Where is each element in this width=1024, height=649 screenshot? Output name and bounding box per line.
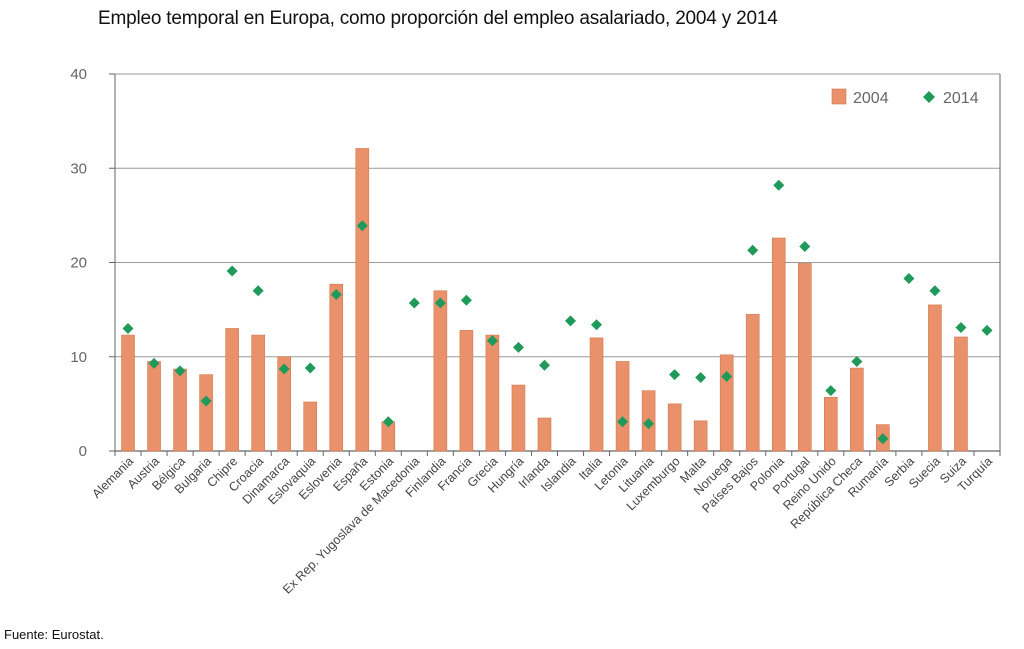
bar-2004: [329, 283, 344, 452]
legend-label-2004: 2004: [853, 90, 889, 107]
point-2014: [382, 416, 394, 428]
point-2014: [200, 395, 212, 407]
bar-2004: [147, 361, 161, 452]
y-tick-label: 30: [70, 160, 87, 177]
y-tick-label: 20: [70, 255, 87, 272]
bar-2004: [225, 328, 239, 452]
point-2014: [721, 371, 733, 383]
point-2014: [486, 335, 498, 347]
point-2014: [226, 265, 238, 277]
point-2014: [512, 341, 524, 353]
point-2014: [538, 359, 550, 371]
point-2014: [252, 285, 264, 297]
point-2014: [460, 294, 472, 306]
bar-2004: [589, 337, 604, 452]
point-2014: [903, 273, 915, 285]
bar-2004: [303, 401, 318, 452]
bar-2004: [511, 384, 526, 452]
point-2014: [408, 297, 420, 309]
point-2014: [617, 416, 629, 428]
point-2014: [695, 371, 707, 383]
point-2014: [330, 289, 342, 301]
point-2014: [773, 179, 785, 191]
bar-2004: [928, 304, 942, 452]
legend-marker-2014: [923, 91, 935, 103]
bar-2004: [121, 334, 135, 452]
bar-2004: [771, 237, 786, 452]
source-note: Fuente: Eurostat.: [4, 627, 104, 642]
point-2014: [591, 319, 603, 331]
bar-2004: [693, 420, 708, 452]
y-tick-label: 40: [70, 66, 87, 83]
y-tick-label: 10: [70, 349, 87, 366]
point-2014: [929, 285, 941, 297]
point-2014: [643, 418, 655, 430]
bar-2004: [355, 148, 370, 452]
bar-2004: [277, 356, 291, 452]
bar-2004: [459, 330, 474, 452]
point-2014: [304, 362, 316, 374]
bar-2004: [433, 290, 448, 452]
y-tick-label: 0: [79, 443, 87, 460]
bar-2004: [797, 263, 812, 452]
point-2014: [148, 357, 160, 369]
bar-2004: [537, 417, 552, 452]
point-2014: [565, 315, 577, 327]
chart-svg: 010203040AlemaniaAustriaBélgicaBulgariaC…: [70, 66, 1001, 597]
bar-2004: [199, 374, 213, 452]
bar-2004: [824, 396, 838, 452]
point-2014: [851, 355, 863, 367]
point-2014: [799, 240, 811, 252]
point-2014: [174, 365, 186, 377]
bar-2004: [251, 334, 265, 452]
legend-swatch-2004: [831, 88, 847, 105]
legend-label-2014: 2014: [943, 90, 979, 107]
point-2014: [747, 244, 759, 256]
point-2014: [981, 324, 993, 336]
point-2014: [278, 363, 290, 375]
bar-2004: [667, 403, 682, 452]
chart-title: Empleo temporal en Europa, como proporci…: [98, 8, 778, 29]
bar-2004: [745, 314, 760, 452]
bar-2004: [485, 334, 500, 452]
bar-2004: [719, 354, 734, 452]
point-2014: [122, 322, 134, 334]
bar-2004: [954, 336, 968, 452]
point-2014: [669, 369, 681, 381]
point-2014: [877, 433, 889, 445]
bar-2004: [173, 368, 187, 452]
point-2014: [434, 297, 446, 309]
bar-2004: [850, 367, 864, 452]
point-2014: [825, 385, 837, 397]
bar-2004: [615, 361, 630, 452]
point-2014: [955, 322, 967, 334]
point-2014: [356, 220, 368, 232]
